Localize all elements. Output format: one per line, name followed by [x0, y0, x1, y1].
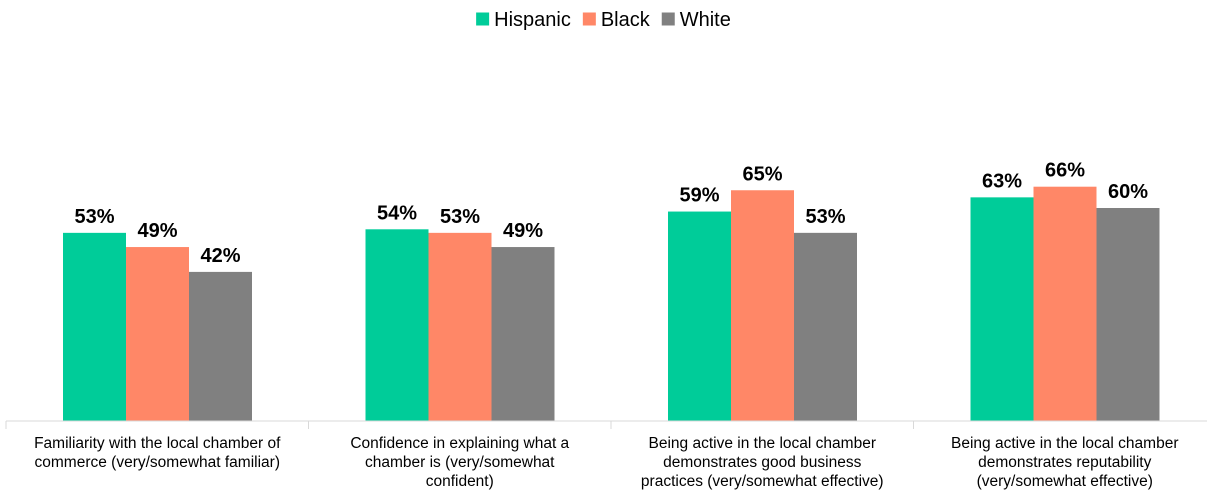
category-label-line: confident): [426, 473, 494, 490]
bar-white-0: [189, 271, 252, 421]
legend-swatch-black: [582, 12, 596, 26]
value-label-black-3: 66%: [1045, 160, 1085, 182]
value-label-black-1: 53%: [440, 206, 480, 228]
legend-label-black: Black: [601, 9, 651, 31]
chart-category-labels: Familiarity with the local chamber of com…: [5, 421, 1178, 490]
bar-white-2: [794, 232, 857, 421]
value-label-white-1: 49%: [503, 220, 543, 242]
category-label-line: demonstrates reputability: [978, 454, 1151, 471]
bar-hispanic-2: [668, 211, 731, 421]
bar-white-1: [491, 247, 555, 421]
category-label-line: practices (very/somewhat effective): [641, 473, 884, 490]
value-label-black-0: 49%: [137, 220, 177, 242]
category-label-2: Being active in the local chamber demonst…: [641, 435, 884, 490]
value-label-hispanic-1: 54%: [377, 202, 417, 224]
category-label-0: Familiarity with the local chamber of com…: [34, 435, 281, 471]
value-label-white-2: 53%: [805, 206, 845, 228]
bar-black-2: [731, 190, 794, 421]
chart-legend: Hispanic Black White: [476, 9, 731, 31]
category-label-line: Being active in the local chamber: [951, 435, 1178, 452]
bar-black-3: [1033, 186, 1097, 421]
bar-hispanic-1: [365, 229, 429, 421]
value-label-hispanic-0: 53%: [74, 206, 114, 228]
category-label-3: Being active in the local chamber demonst…: [951, 435, 1178, 490]
legend-label-hispanic: Hispanic: [494, 9, 571, 31]
legend-swatch-white: [661, 12, 675, 26]
value-label-white-3: 60%: [1108, 181, 1148, 203]
category-label-line: chamber is (very/somewhat: [365, 454, 555, 471]
bar-hispanic-0: [63, 232, 126, 421]
value-label-hispanic-2: 59%: [679, 185, 719, 207]
bar-hispanic-3: [970, 197, 1034, 421]
category-label-line: Being active in the local chamber: [649, 435, 876, 452]
value-label-hispanic-3: 63%: [982, 170, 1022, 192]
category-label-line: Confidence in explaining what a: [350, 435, 569, 452]
category-label-1: Confidence in explaining what a chamber i…: [350, 435, 569, 490]
bar-black-0: [126, 247, 189, 421]
category-label-line: demonstrates good business: [663, 454, 861, 471]
value-label-black-2: 65%: [742, 163, 782, 185]
chart-value-labels: 53% 49% 42% 54% 53% 49% 59% 65% 53% 63% 66% 60%: [74, 160, 1148, 267]
chart-bars: [63, 186, 1160, 421]
category-label-line: Familiarity with the local chamber of: [34, 435, 281, 452]
legend-label-white: White: [680, 9, 731, 31]
legend-swatch-hispanic: [476, 12, 490, 26]
value-label-white-0: 42%: [200, 245, 240, 267]
bar-black-1: [428, 232, 492, 421]
bar-white-3: [1096, 208, 1160, 421]
category-label-line: (very/somewhat effective): [977, 473, 1153, 490]
category-label-line: commerce (very/somewhat familiar): [35, 454, 280, 471]
